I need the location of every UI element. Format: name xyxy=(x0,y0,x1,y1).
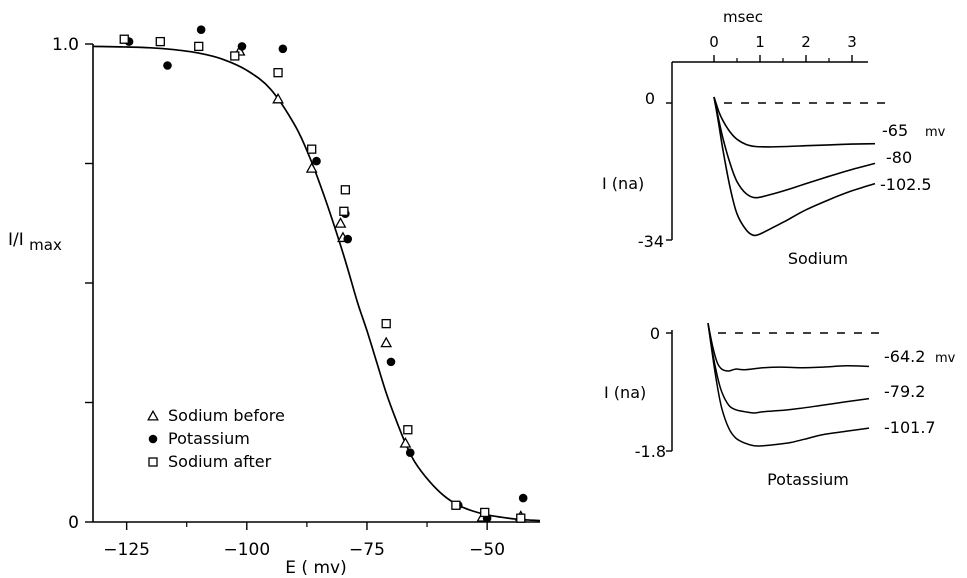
point-potassium xyxy=(278,44,288,54)
sodium-trace-label-3: -102.5 xyxy=(880,175,932,194)
point-sodium-after xyxy=(119,34,129,44)
point-potassium xyxy=(343,234,353,244)
sodium-inset: 0 1 2 3 msec I (na) 0 -34 -65 mv -80 -102.5… xyxy=(602,8,946,268)
x-axis-label: E ( mv) xyxy=(285,558,346,578)
point-potassium xyxy=(163,61,172,70)
point-sodium-after xyxy=(339,206,349,216)
sodium-traces xyxy=(713,96,876,237)
trace-101-7 xyxy=(707,323,870,447)
legend-label-sodium-after: Sodium after xyxy=(168,452,272,471)
sodium-trace-unit: mv xyxy=(925,125,946,140)
main-data-points xyxy=(119,25,528,523)
y-axis-label: I/I max xyxy=(8,230,62,254)
point-sodium-after xyxy=(230,51,240,61)
potassium-trace-label-3: -101.7 xyxy=(884,418,936,437)
sodium-ytick-min: -34 xyxy=(638,232,664,251)
legend-label-sodium-before: Sodium before xyxy=(168,406,285,425)
point-potassium xyxy=(312,156,321,166)
sodium-ytick-zero: 0 xyxy=(645,89,655,108)
legend-marker-sodium-after xyxy=(148,457,158,467)
potassium-traces xyxy=(707,323,870,447)
point-sodium-before xyxy=(334,217,347,228)
point-sodium-before xyxy=(399,436,412,448)
time-tick-label: 2 xyxy=(801,33,811,51)
legend-label-potassium: Potassium xyxy=(168,429,250,448)
sodium-trace-label-1: -65 xyxy=(882,121,908,140)
trace-80 xyxy=(713,96,876,199)
sodium-title: Sodium xyxy=(788,249,848,268)
potassium-inset: I (na) 0 -1.8 -64.2 mv -79.2 -101.7 Pota… xyxy=(604,323,956,489)
trace-65-mv xyxy=(713,96,876,148)
point-sodium-after xyxy=(155,36,165,47)
legend: Sodium before Potassium Sodium after xyxy=(147,406,285,471)
point-sodium-after xyxy=(403,425,413,435)
x-tick-label: −75 xyxy=(349,540,385,560)
main-tick-labels: −125 −100 −75 −50 0 1.0 xyxy=(52,35,505,560)
fit-curve xyxy=(92,45,541,522)
trace-64-2-mv xyxy=(707,323,870,372)
time-tick-label: 0 xyxy=(709,33,719,51)
sodium-trace-label-2: -80 xyxy=(886,148,912,167)
potassium-ticks xyxy=(666,332,672,452)
point-sodium-before xyxy=(305,162,318,173)
main-plot: −125 −100 −75 −50 0 1.0 E ( mv) I/I max Sodiu… xyxy=(8,25,541,578)
point-potassium xyxy=(405,448,415,457)
point-potassium xyxy=(518,493,528,503)
point-sodium-after xyxy=(381,318,391,329)
trace-102-5 xyxy=(713,96,876,237)
potassium-trace-label-2: -79.2 xyxy=(884,382,925,401)
potassium-trace-label-1: -64.2 xyxy=(884,347,925,366)
trace-79-2 xyxy=(707,323,870,414)
y-tick-label: 1.0 xyxy=(52,35,79,55)
point-sodium-after xyxy=(307,144,317,154)
main-axis-ticks xyxy=(85,43,488,530)
point-sodium-after xyxy=(340,185,350,195)
potassium-trace-unit: mv xyxy=(935,351,956,366)
point-sodium-after xyxy=(480,507,490,518)
y-tick-label: 0 xyxy=(68,513,79,533)
sodium-x-unit-label: msec xyxy=(723,8,763,26)
y-axis-label-main: I/I xyxy=(8,230,24,250)
potassium-ytick-zero: 0 xyxy=(650,324,660,343)
point-potassium xyxy=(386,357,396,367)
x-tick-label: −125 xyxy=(103,540,150,560)
point-sodium-after xyxy=(194,41,204,52)
potassium-y-label: I (na) xyxy=(604,383,646,402)
potassium-title: Potassium xyxy=(767,470,849,489)
y-axis-label-subscript: max xyxy=(29,236,62,254)
time-tick-label: 3 xyxy=(847,33,857,51)
point-sodium-after xyxy=(451,500,461,510)
point-sodium-after xyxy=(516,513,526,523)
time-tick-label: 1 xyxy=(755,33,765,51)
legend-marker-potassium xyxy=(148,434,158,444)
sodium-y-label: I (na) xyxy=(602,174,644,193)
point-sodium-before xyxy=(272,92,284,104)
sodium-ticks: 0 1 2 3 xyxy=(666,33,857,241)
point-potassium xyxy=(237,42,247,51)
point-sodium-before xyxy=(380,336,393,348)
potassium-ytick-min: -1.8 xyxy=(635,442,666,461)
point-sodium-after xyxy=(273,68,283,78)
point-potassium xyxy=(196,25,206,34)
x-tick-label: −50 xyxy=(469,540,505,560)
legend-marker-sodium-before xyxy=(147,409,159,421)
x-tick-label: −100 xyxy=(223,540,270,560)
